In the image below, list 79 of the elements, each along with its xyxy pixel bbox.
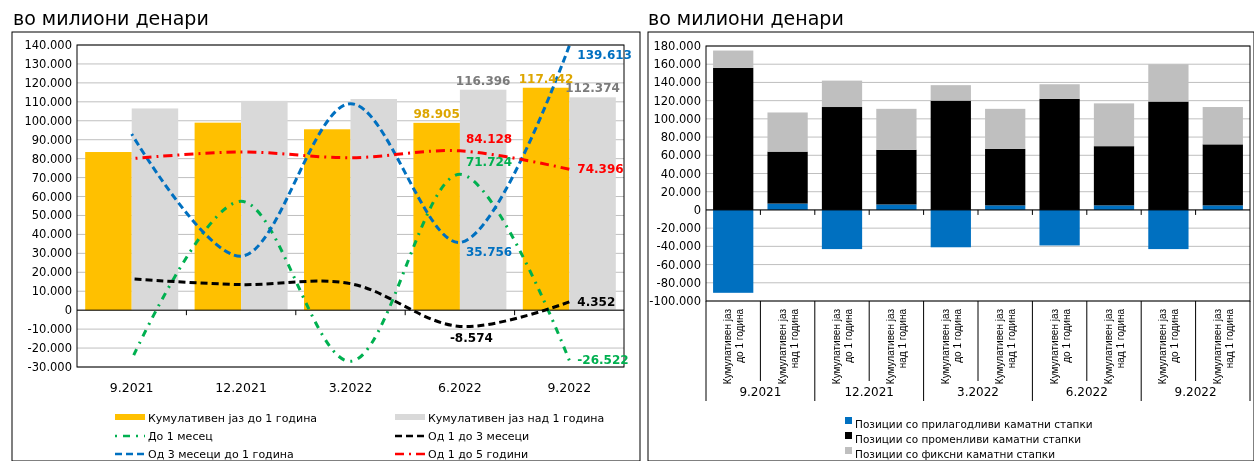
legend-label: Од 1 до 5 години (428, 448, 529, 461)
bar (876, 149, 917, 205)
y-tick-label: 20.000 (660, 184, 701, 199)
legend-label: Од 1 до 3 месеци (428, 430, 530, 443)
y-tick-label: -20.000 (27, 341, 72, 356)
y-tick-label: 130.000 (24, 56, 72, 71)
legend-label: Кумулативен јаз до 1 година (148, 412, 318, 425)
y-tick-label: 80.000 (31, 151, 72, 166)
chart-title: во милиони денари (648, 7, 844, 29)
legend-label: Кумулативен јаз над 1 година (428, 412, 605, 425)
bar (876, 204, 917, 210)
y-tick-label: 160.000 (653, 57, 701, 72)
bar (767, 151, 808, 204)
x-tick-label: Кумулативен јаз до 1 година (722, 308, 746, 385)
y-tick-label: 100.000 (24, 113, 72, 128)
bar (1093, 146, 1135, 206)
data-label: 116.396 (455, 73, 511, 88)
x-tick-label: 6.2022 (438, 380, 482, 395)
data-label: 4.352 (577, 294, 616, 309)
y-tick-label: 180.000 (653, 39, 701, 53)
y-tick-label: 60.000 (31, 189, 72, 204)
y-tick-label: 120.000 (653, 93, 701, 108)
y-tick-label: 30.000 (31, 246, 72, 261)
data-label: 84.128 (465, 131, 513, 146)
legend-label: До 1 месец (148, 430, 213, 443)
y-tick-label: -20.000 (656, 221, 701, 236)
y-tick-label: 50.000 (31, 208, 72, 223)
y-tick-label: 60.000 (660, 148, 701, 163)
data-label: 112.374 (565, 81, 620, 96)
data-label: -8.574 (449, 331, 493, 346)
legend-label: Позиции со фиксни каматни стапки (855, 448, 1055, 460)
data-label: 74.396 (577, 162, 624, 177)
bar (985, 148, 1026, 206)
y-tick-label: 140.000 (24, 38, 72, 52)
y-tick-label: 20.000 (31, 265, 72, 280)
y-tick-label: -100.000 (649, 294, 701, 308)
bar (413, 122, 460, 311)
bar (1039, 209, 1080, 246)
legend-label: Позиции со прилагодливи каматни стапки (855, 418, 1093, 430)
bar (713, 209, 754, 293)
y-tick-label: 90.000 (31, 132, 72, 147)
x-tick-label: 9.2022 (547, 380, 592, 395)
bar (241, 100, 288, 311)
y-tick-label: 40.000 (31, 227, 72, 242)
data-label: 71.724 (465, 155, 513, 170)
x-tick-label: 3.2022 (328, 380, 373, 395)
y-tick-label: -30.000 (27, 360, 72, 374)
y-tick-label: -80.000 (656, 275, 701, 290)
data-label: 98.905 (413, 106, 460, 121)
y-tick-label: 40.000 (660, 166, 701, 181)
y-tick-label: 110.000 (24, 94, 72, 109)
bar (1202, 144, 1243, 206)
bar (131, 108, 179, 311)
bar (194, 122, 242, 311)
x-tick-label: 12.2021 (215, 380, 267, 395)
y-tick-label: -60.000 (656, 257, 701, 272)
y-tick-label: 10.000 (31, 284, 72, 299)
bar (930, 209, 971, 248)
bar (85, 152, 132, 311)
legend-label: Од 3 месеци до 1 година (148, 448, 294, 461)
bar (350, 98, 397, 311)
data-label: 35.756 (465, 245, 513, 260)
chart-title: во милиони денари (13, 7, 209, 29)
bar (821, 209, 863, 250)
y-tick-label: 70.000 (31, 170, 72, 185)
y-tick-label: 100.000 (653, 111, 701, 126)
y-tick-label: -40.000 (656, 239, 701, 254)
y-tick-label: 140.000 (653, 75, 701, 90)
data-label: -26.522 (577, 353, 629, 368)
bar (304, 129, 351, 311)
y-tick-label: -10.000 (27, 322, 72, 337)
y-tick-label: 0 (693, 202, 701, 217)
y-tick-label: 80.000 (660, 130, 701, 145)
x-tick-label: 9.2021 (109, 380, 154, 395)
data-label: 139.613 (577, 48, 632, 62)
y-tick-label: 120.000 (24, 75, 72, 90)
bar (1148, 209, 1189, 250)
y-tick-label: 0 (64, 303, 72, 318)
legend-label: Позиции со променливи каматни стапки (855, 433, 1082, 445)
